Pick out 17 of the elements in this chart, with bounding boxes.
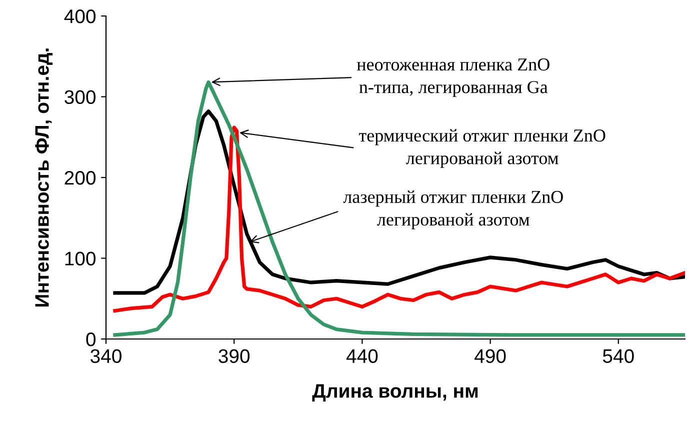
line-series [113,126,685,313]
x-tick-label: 490 [474,349,506,364]
annotation: лазерный отжиг пленки ZnO легированой азотом [343,190,563,230]
annotation: неотоженная пленка ZnO n-типа, легированная Ga [356,58,550,97]
annotation: термический отжиг пленки ZnO легированой азотом [358,129,606,168]
y-tick-label: 300 [64,90,96,104]
y-tick-label: 400 [64,9,96,24]
x-tick-label: 390 [218,349,250,364]
x-tick-label: 440 [346,349,378,364]
x-axis-title: Длина волны, нм [312,384,478,402]
x-tick-label: 340 [90,349,122,364]
line-series [113,80,685,337]
y-tick-label: 200 [64,170,96,185]
y-tick-label: 100 [65,252,96,266]
y-tick-label: 0 [86,332,96,346]
x-tick-label: 540 [602,349,634,364]
y-axis-title: Интенсивность ФЛ, отн.ед. [35,48,53,306]
